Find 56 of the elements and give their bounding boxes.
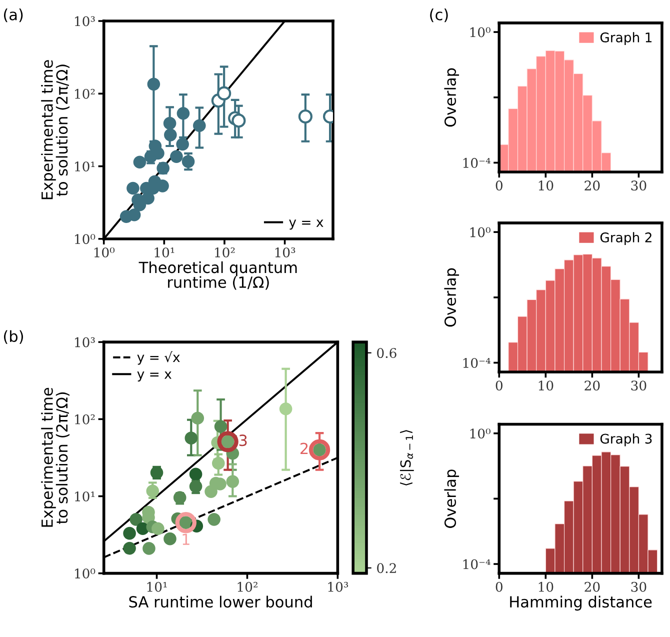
x-tick-label: 10⁰ [94,247,115,258]
x-tick-label: 10 [538,180,554,191]
x-tick-label: 10³ [275,247,296,258]
y-tick-label: 10⁰ [470,428,490,439]
x-tick-label: 0 [496,582,502,592]
y-tick-label: 10⁰ [470,227,490,238]
color-bar-label: 0.2 [377,563,396,574]
y-tick-label: 10³ [75,337,95,348]
y-axis-title: Experimental time to solution (2π/Ω) [41,388,70,527]
y-tick-label: 10¹ [75,161,94,172]
legend-label: Graph 1 [600,32,652,45]
color-bar-title: ⟨ℰ|S$_{α−1}$⟩ [400,430,414,486]
legend-label: y = x [289,220,324,230]
legend-label: y = x [137,372,172,382]
y-tick-label: 10² [75,414,95,424]
x-axis-title: Theoretical quantum runtime (1/Ω) [138,261,297,290]
y-axis-title: Experimental time to solution (2π/Ω) [41,60,70,200]
text: (c) [430,8,448,22]
x-tick-label: 20 [584,180,600,191]
y-tick-label: 10⁰ [75,234,96,244]
legend-label: Graph 2 [600,232,652,245]
y-tick-label: 10³ [75,16,95,26]
x-tick-label: 10² [238,582,258,592]
x-tick-label: 30 [631,380,646,391]
text: (a) [4,8,23,22]
y-tick-label: 10⁻⁴ [463,559,490,570]
y-tick-label: 10² [75,88,95,99]
x-tick-label: 10² [215,247,235,258]
y-tick-label: 10⁰ [75,568,96,578]
x-tick-label: 10 [538,582,554,592]
x-tick-label: 10¹ [154,247,174,258]
x-tick-label: 20 [584,582,600,592]
legend-label: y = √x [137,351,180,365]
x-axis-title: SA runtime lower bound [129,596,312,608]
y-tick-label: 10⁰ [470,27,490,38]
x-tick-label: 10³ [328,582,348,592]
legend-label: Graph 3 [600,433,652,446]
annotation: 1 [182,534,190,545]
y-tick-label: 10¹ [75,491,94,502]
text: (b) [4,330,23,344]
x-axis-title: Hamming distance [510,596,652,611]
y-axis-title: Overlap [444,470,459,528]
x-tick-label: 10¹ [147,582,167,592]
x-tick-label: 0 [496,380,502,391]
y-tick-label: 10⁻⁴ [463,358,490,368]
y-axis-title: Overlap [444,268,459,327]
x-tick-label: 30 [631,180,646,191]
color-bar-label: 0.6 [377,348,396,358]
x-tick-label: 20 [584,380,600,391]
y-axis-title: Overlap [444,68,459,127]
annotation: 3 [239,434,247,446]
x-tick-label: 10 [538,380,554,391]
annotation: 2 [300,442,308,454]
x-tick-label: 0 [496,180,502,191]
x-tick-label: 30 [631,582,646,592]
y-tick-label: 10⁻⁴ [463,158,490,168]
